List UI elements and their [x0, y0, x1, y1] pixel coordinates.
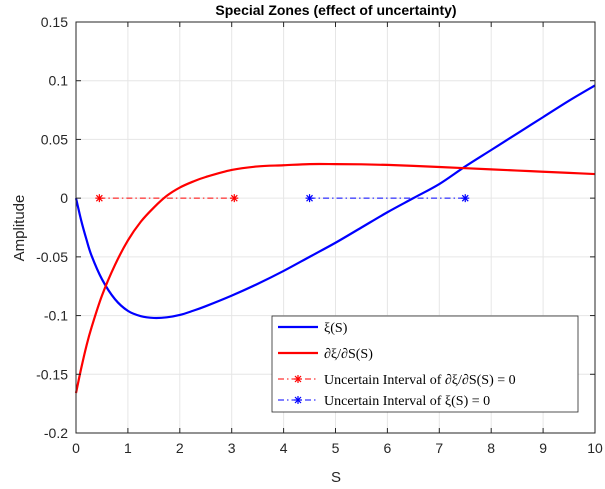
series-dxi-interval-marker [95, 194, 104, 203]
y-tick-label: 0.05 [41, 131, 68, 147]
series-xi-interval-marker [305, 194, 314, 203]
legend-label-xi-interval: Uncertain Interval of ξ(S) = 0 [324, 394, 490, 409]
x-tick-label: 3 [228, 440, 236, 456]
legend-box [271, 315, 579, 413]
x-tick-label: 0 [72, 440, 80, 456]
series-xi-line [74, 84, 596, 320]
chart-title: Special Zones (effect of uncertainty) [215, 2, 456, 18]
x-axis-label: S [331, 469, 341, 486]
legend-entry-dxi: ∂ξ/∂S(S) [278, 347, 373, 362]
y-tick-label: 0.15 [41, 14, 68, 30]
y-tick-label: -0.15 [36, 366, 68, 382]
x-tick-label: 7 [435, 440, 443, 456]
y-tick-label: -0.1 [44, 308, 68, 324]
legend-entry-dxi-interval: Uncertain Interval of ∂ξ/∂S(S) = 0 [278, 373, 516, 388]
x-tick-label: 2 [176, 440, 184, 456]
series-dxi-interval-marker [230, 194, 239, 203]
y-tick-label: 0.1 [49, 73, 69, 89]
series-dxi-line [74, 162, 596, 394]
x-tick-label: 6 [384, 440, 392, 456]
y-tick-label: 0 [60, 190, 68, 206]
legend-label-xi: ξ(S) [324, 321, 348, 336]
legend-entry-xi: ξ(S) [278, 321, 348, 336]
y-tick-label: -0.2 [44, 425, 68, 441]
legend-label-dxi-interval: Uncertain Interval of ∂ξ/∂S(S) = 0 [324, 373, 516, 388]
x-tick-label: 5 [332, 440, 340, 456]
x-tick-label: 8 [487, 440, 495, 456]
x-tick-label: 9 [539, 440, 547, 456]
x-tick-label: 10 [587, 440, 603, 456]
x-tick-label: 1 [124, 440, 132, 456]
y-axis-label: Amplitude [11, 195, 28, 262]
y-tick-label: -0.05 [36, 249, 68, 265]
legend-label-dxi: ∂ξ/∂S(S) [324, 347, 373, 362]
legend-entry-xi-interval: Uncertain Interval of ξ(S) = 0 [278, 394, 490, 409]
ticks: 0 1 2 3 4 5 6 7 8 9 10 0.15 0.1 0.05 0 -0.05 -0.1 -0.15 -0… [36, 14, 603, 456]
legend-marker-xi-interval [294, 396, 302, 404]
legend: ξ(S) ∂ξ/∂S(S) Uncertain Interval of ∂ξ/∂… [271, 315, 579, 413]
series-layer [74, 84, 596, 394]
x-tick-label: 4 [280, 440, 288, 456]
legend-marker-dxi-interval [294, 375, 302, 383]
series-xi-interval-marker [461, 194, 470, 203]
